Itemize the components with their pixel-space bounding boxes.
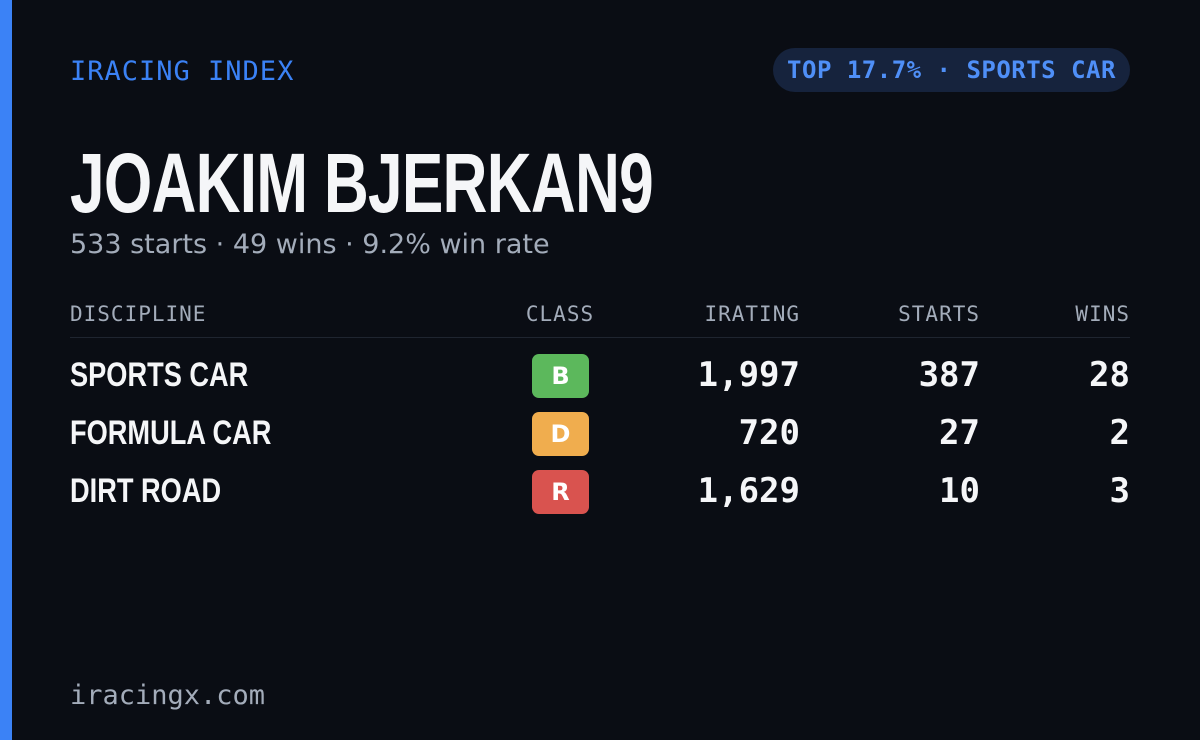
stat-value: 1,629	[697, 471, 800, 511]
discipline: FORMULA CAR	[70, 414, 272, 452]
discipline: DIRT ROAD	[70, 472, 222, 510]
class-badge: R	[532, 470, 589, 514]
column-header: IRATING	[704, 302, 800, 326]
column-header: WINS	[1075, 302, 1130, 326]
accent-bar	[0, 0, 12, 740]
column-header: DISCIPLINE	[70, 302, 207, 326]
class-badge: D	[532, 412, 589, 456]
stat-value: 10	[939, 471, 980, 511]
stat-value: 387	[918, 355, 980, 395]
stat-value: 27	[939, 413, 980, 453]
column-header: CLASS	[525, 302, 595, 326]
driver-name: JOAKIM BJERKAN9	[70, 136, 654, 230]
header-rule	[70, 337, 1130, 338]
brand: IRACING INDEX	[70, 56, 295, 87]
column-header: STARTS	[898, 302, 980, 326]
rank-badge: TOP 17.7% · SPORTS CAR	[773, 48, 1130, 92]
driver-summary: 533 starts · 49 wins · 9.2% win rate	[70, 229, 550, 260]
class-badge: B	[532, 354, 589, 398]
stat-value: 720	[738, 413, 800, 453]
stat-value: 2	[1109, 413, 1130, 453]
footer-site: iracingx.com	[70, 680, 266, 711]
stat-value: 1,997	[697, 355, 800, 395]
stat-value: 28	[1089, 355, 1130, 395]
stat-value: 3	[1109, 471, 1130, 511]
discipline: SPORTS CAR	[70, 356, 249, 394]
